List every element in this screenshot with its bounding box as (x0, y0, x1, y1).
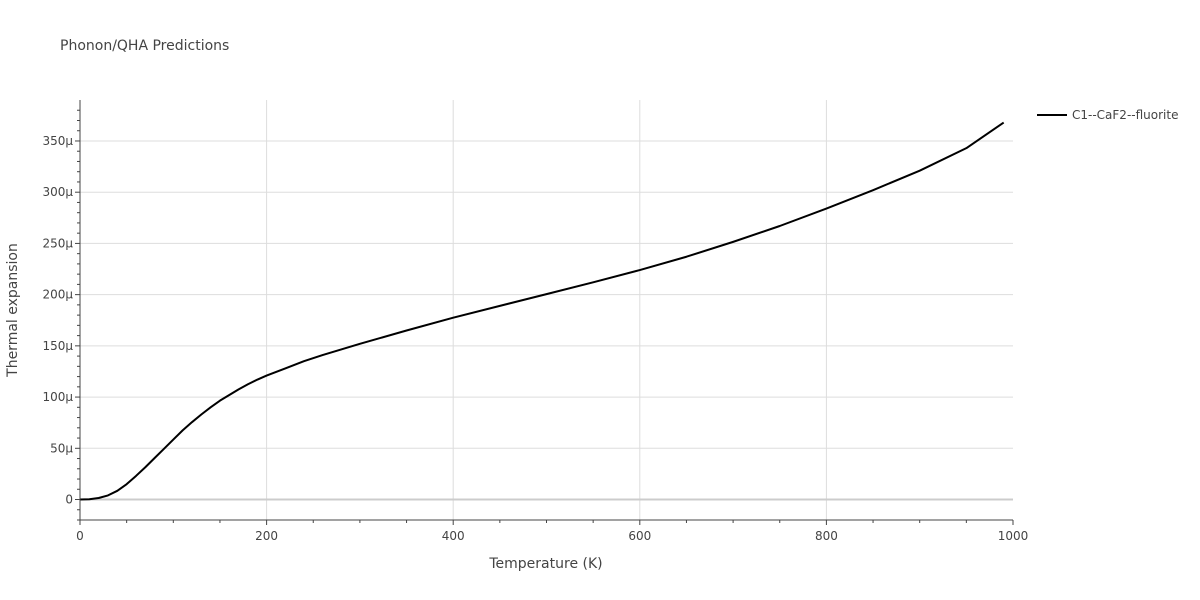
y-tick-label: 100μ (42, 390, 73, 404)
y-tick-label: 300μ (42, 185, 73, 199)
plot-area (79, 121, 1005, 501)
y-tick-label: 350μ (42, 134, 73, 148)
legend[interactable]: C1--CaF2--fluorite (1037, 108, 1178, 122)
grid (80, 100, 1013, 520)
chart-title: Phonon/QHA Predictions (60, 38, 229, 54)
x-tick-label: 200 (255, 529, 278, 543)
legend-label[interactable]: C1--CaF2--fluorite (1072, 108, 1178, 122)
x-axis-title: Temperature (K) (488, 556, 602, 572)
x-tick-label: 600 (628, 529, 651, 543)
y-tick-label: 250μ (42, 236, 73, 250)
axes: 0 200 400 600 800 1000 0 50μ 100μ 150μ 200μ 250μ 300… (42, 100, 1028, 543)
y-tick-label: 150μ (42, 339, 73, 353)
x-tick-label: 400 (442, 529, 465, 543)
series-line (79, 121, 1005, 501)
y-tick-label: 0 (65, 493, 73, 507)
x-tick-label: 800 (815, 529, 838, 543)
y-axis-title: Thermal expansion (5, 243, 21, 378)
x-tick-label: 1000 (998, 529, 1029, 543)
y-tick-label: 50μ (50, 441, 73, 455)
x-tick-label: 0 (76, 529, 84, 543)
y-tick-label: 200μ (42, 288, 73, 302)
